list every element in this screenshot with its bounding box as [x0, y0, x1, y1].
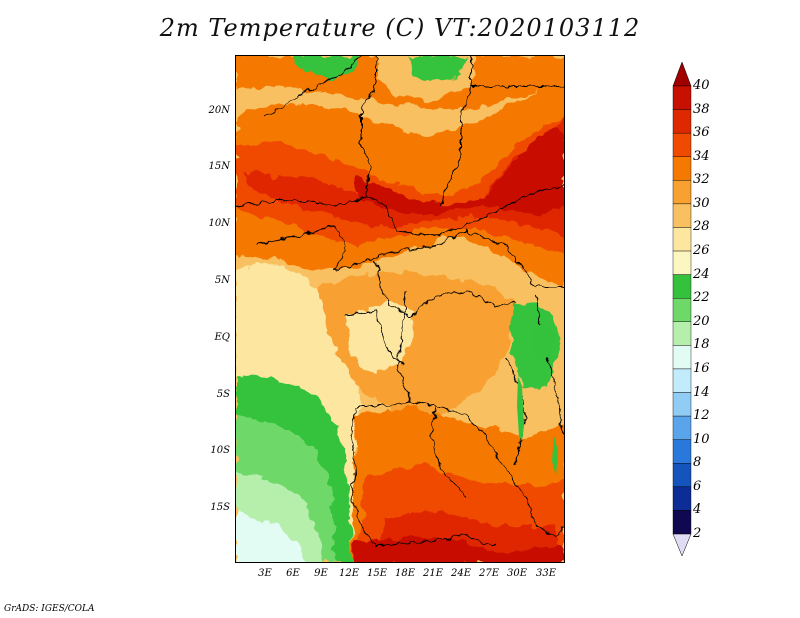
temperature-field — [236, 56, 564, 562]
color-bar-label: 24 — [693, 266, 710, 282]
color-bar-cell — [672, 156, 692, 181]
color-bar-over-arrow — [672, 61, 692, 87]
y-label-10n: 10N — [208, 218, 230, 229]
y-label-5n: 5N — [214, 275, 230, 286]
color-bar-label: 16 — [693, 360, 710, 376]
grads-credit: GrADS: IGES/COLA — [4, 604, 95, 614]
color-bar-under-arrow — [672, 533, 692, 557]
x-label-33e: 33E — [535, 568, 557, 579]
y-label-eq: EQ — [214, 332, 231, 343]
x-label-18e: 18E — [394, 568, 416, 579]
tibesti-green-patch — [406, 56, 466, 84]
color-bar-cell — [672, 180, 692, 205]
color-bar-label: 2 — [693, 526, 702, 541]
lake-victoria — [532, 324, 554, 361]
color-bar-cells — [672, 85, 692, 535]
color-bar-cell — [672, 274, 692, 299]
color-bar-cell — [672, 298, 692, 322]
map-title: 2m Temperature (C) VT:2020103112 — [159, 14, 641, 42]
lake-tanganyika — [517, 376, 524, 441]
color-bar-label: 32 — [693, 172, 710, 188]
x-label-21e: 21E — [422, 568, 444, 579]
color-bar-label: 14 — [693, 384, 710, 400]
hot-sahel-belt — [236, 117, 564, 256]
color-bar-cell — [672, 345, 692, 370]
congo-warm — [316, 271, 516, 416]
color-bar-label: 4 — [693, 502, 702, 518]
temperature-map — [235, 55, 565, 563]
color-bar-cell — [672, 85, 692, 110]
color-bar — [672, 61, 692, 557]
color-bar-cell — [672, 439, 692, 464]
x-label-24e: 24E — [450, 568, 472, 579]
color-bar-cell — [672, 415, 692, 440]
color-bar-label: 6 — [693, 478, 702, 494]
x-label-3e: 3E — [258, 568, 272, 579]
extreme-heat-core — [356, 126, 564, 216]
x-label-6e: 6E — [286, 568, 300, 579]
x-label-9e: 9E — [314, 568, 328, 579]
color-bar-cell — [672, 321, 692, 346]
color-bar-cell — [672, 392, 692, 417]
color-bar-label: 40 — [693, 78, 710, 93]
x-label-27e: 27E — [478, 568, 500, 579]
color-bar-cell — [672, 132, 692, 157]
algeria-green-patch — [296, 56, 361, 78]
color-bar-label: 26 — [693, 243, 710, 259]
color-bar-label: 18 — [693, 337, 710, 353]
southern-extreme — [351, 536, 564, 562]
color-bar-label: 12 — [693, 408, 710, 424]
color-bar-cell — [672, 368, 692, 393]
color-bar-label: 20 — [693, 313, 710, 329]
color-bar-label: 8 — [693, 455, 702, 471]
color-bar-cell — [672, 109, 692, 134]
color-bar-label: 10 — [693, 431, 710, 447]
x-label-12e: 12E — [338, 568, 360, 579]
y-label-10s: 10S — [210, 445, 230, 456]
ocean-band-far — [236, 511, 306, 562]
x-label-30e: 30E — [506, 568, 528, 579]
y-label-15s: 15S — [210, 502, 230, 513]
color-bar-cell — [672, 463, 692, 488]
y-label-20n: 20N — [208, 105, 230, 116]
color-bar-cell — [672, 486, 692, 511]
lake-malawi — [552, 436, 558, 476]
color-bar-label: 22 — [693, 290, 710, 306]
x-label-15e: 15E — [366, 568, 388, 579]
color-bar-cell — [672, 510, 692, 535]
color-bar-label: 30 — [693, 195, 710, 211]
color-bar-label: 34 — [693, 148, 710, 164]
y-label-5s: 5S — [216, 389, 230, 400]
color-bar-label: 28 — [693, 219, 710, 235]
lakes — [517, 324, 558, 476]
color-bar-cell — [672, 227, 692, 252]
color-bar-label: 38 — [693, 101, 710, 117]
color-bar-cell — [672, 203, 692, 228]
color-bar-label: 36 — [693, 125, 710, 141]
country-borders — [236, 56, 564, 547]
color-bar-cell — [672, 250, 692, 275]
y-label-15n: 15N — [208, 161, 230, 172]
